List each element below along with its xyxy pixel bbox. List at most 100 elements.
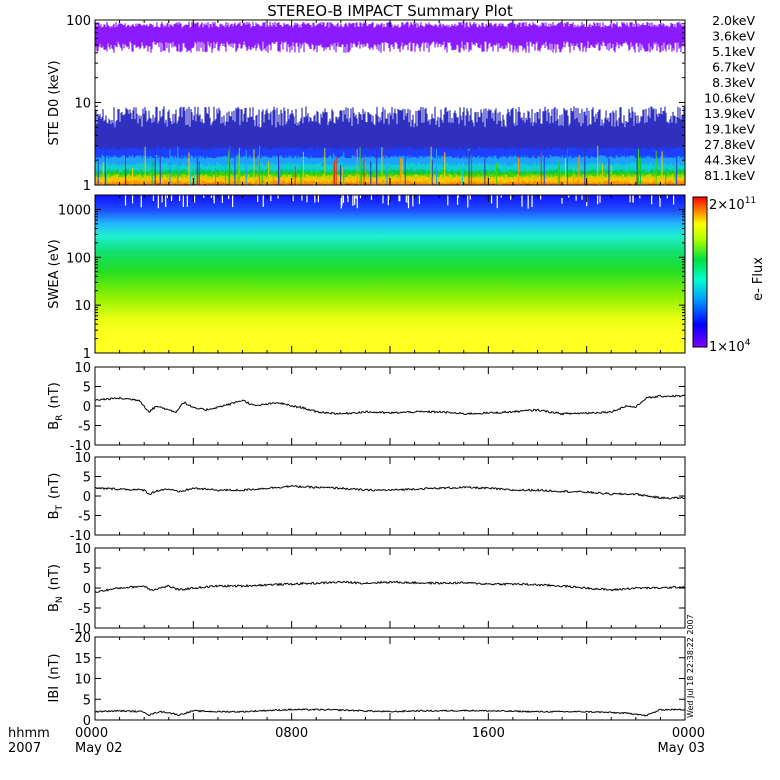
y-tick-label: 10 [74, 299, 91, 314]
legend-entry-6.7keV: 6.7keV [712, 60, 755, 75]
bt-y-label-sub: T [55, 504, 65, 511]
legend-entry-27.8keV: 27.8keV [704, 137, 755, 152]
y-tick-label: 20 [74, 631, 91, 646]
y-tick-label: 100 [66, 14, 91, 29]
ste-data-layer [95, 21, 685, 185]
colorbar [692, 196, 708, 348]
y-tick-label: 10 [74, 451, 91, 466]
bt-y-ticks: -10 -5 0 5 10 [70, 451, 685, 544]
y-tick-label: 5 [83, 693, 91, 708]
plot-title: STEREO-B IMPACT Summary Plot [267, 2, 513, 20]
y-tick-label: 0 [83, 490, 91, 505]
y-tick-label: -10 [70, 622, 91, 637]
y-tick-label: 1000 [58, 203, 91, 218]
y-tick-label: 5 [83, 562, 91, 577]
br-y-label-sub: R [55, 415, 65, 421]
bn-y-ticks: -10 -5 0 5 10 [70, 542, 685, 637]
br-y-label: BR (nT) [47, 382, 65, 430]
time-axis-ticks [94, 20, 686, 720]
legend-entry-5.1keV: 5.1keV [712, 44, 755, 59]
legend-entry-8.3keV: 8.3keV [712, 75, 755, 90]
y-tick-label: -10 [70, 529, 91, 544]
ste-y-label: STE D0 (keV) [47, 60, 62, 145]
time-axis-corner-top: hhmm [8, 726, 50, 741]
y-tick-label: 0 [83, 400, 91, 415]
y-tick-label: 15 [74, 652, 91, 667]
legend-entry-3.6keV: 3.6keV [712, 29, 755, 44]
x-tick-date: May 02 [75, 741, 123, 756]
ste-y-ticks: 1 10 100 [66, 14, 685, 194]
y-tick-label: -5 [78, 602, 91, 617]
colorbar-min-exponent: 4 [745, 338, 751, 348]
swea-panel: 1 10 100 1000 SWEA (eV) 2×1011 1×104 e- Flu… [47, 194, 766, 362]
swea-y-label: SWEA (eV) [47, 239, 62, 308]
br-trace [95, 394, 685, 416]
bn-trace [95, 580, 685, 593]
y-tick-label: 10 [74, 673, 91, 688]
x-tick-label: 1600 [472, 726, 505, 741]
bn-y-label-main: B [47, 603, 62, 612]
bn-y-label: BN (nT) [47, 564, 65, 612]
x-tick-label: 0800 [275, 726, 308, 741]
bt-panel: -10 -5 0 5 10 BT (nT) [47, 451, 686, 544]
y-tick-label: 5 [83, 471, 91, 486]
ste-series-0 [95, 21, 685, 53]
br-y-label-unit: (nT) [47, 382, 62, 408]
bn-y-label-sub: N [55, 596, 65, 603]
br-y-label-main: B [47, 421, 62, 430]
btot-frame [94, 636, 686, 721]
legend-entry-2.0keV: 2.0keV [712, 13, 755, 28]
y-tick-label: 100 [66, 251, 91, 266]
colorbar-label: e- Flux [751, 257, 766, 301]
btot-panel: 0 5 10 15 20 IBI (nT) Wed Jul 18 22:38:22 200… [47, 614, 695, 729]
colorbar-min-label: 1×104 [709, 338, 751, 355]
x-tick-label: 0000 [75, 726, 108, 741]
br-frame [94, 366, 686, 446]
colorbar-max-exponent: 11 [745, 196, 756, 206]
colorbar-max-base: 2×10 [709, 198, 745, 213]
ste-series-1 [95, 106, 685, 150]
colorbar-min-base: 1×10 [709, 340, 745, 355]
br-panel: -10 -5 0 5 10 BR (nT) [47, 361, 686, 454]
y-tick-label: 10 [74, 97, 91, 112]
legend-entry-13.9keV: 13.9keV [704, 106, 755, 121]
y-tick-label: 1 [83, 347, 91, 362]
swea-heatmap [95, 195, 685, 353]
y-tick-label: 10 [74, 361, 91, 376]
bn-panel: -10 -5 0 5 10 BN (nT) [47, 542, 686, 637]
y-tick-label: -5 [78, 510, 91, 525]
x-tick-label: 0000 [672, 726, 705, 741]
legend-entry-10.6keV: 10.6keV [704, 91, 755, 106]
y-tick-label: 0 [83, 714, 91, 729]
y-tick-label: -5 [78, 420, 91, 435]
btot-y-label-unit: (nT) [47, 654, 62, 680]
y-tick-label: -10 [70, 439, 91, 454]
bt-trace [95, 484, 685, 500]
bt-frame [94, 456, 686, 536]
bt-y-label: BT (nT) [47, 473, 65, 520]
y-tick-label: 0 [83, 582, 91, 597]
generation-timestamp: Wed Jul 18 22:38:22 2007 [686, 614, 695, 718]
btot-y-ticks: 0 5 10 15 20 [74, 631, 685, 729]
bt-y-label-unit: (nT) [47, 473, 62, 499]
x-tick-date: May 03 [657, 741, 705, 756]
legend-entry-81.1keV: 81.1keV [704, 168, 755, 183]
bn-frame [94, 547, 686, 629]
bt-y-label-main: B [47, 510, 62, 519]
y-tick-label: 1 [83, 179, 91, 194]
y-tick-label: 5 [83, 381, 91, 396]
br-y-ticks: -10 -5 0 5 10 [70, 361, 685, 454]
btot-trace [95, 708, 685, 717]
time-axis-corner-bottom: 2007 [8, 741, 41, 756]
ste-panel: 1 10 100 STE D0 (keV) 2.0keV3.6keV5.1keV6.… [47, 13, 755, 194]
legend-entry-44.3keV: 44.3keV [704, 153, 755, 168]
btot-y-label-main: IBI [47, 686, 62, 703]
y-tick-label: 10 [74, 542, 91, 557]
colorbar-max-label: 2×1011 [709, 196, 756, 213]
btot-y-label: IBI (nT) [47, 654, 62, 703]
ste-legend: 2.0keV3.6keV5.1keV6.7keV8.3keV10.6keV13.… [704, 13, 755, 183]
legend-entry-19.1keV: 19.1keV [704, 122, 755, 137]
swea-y-ticks: 1 10 100 1000 [58, 194, 685, 362]
